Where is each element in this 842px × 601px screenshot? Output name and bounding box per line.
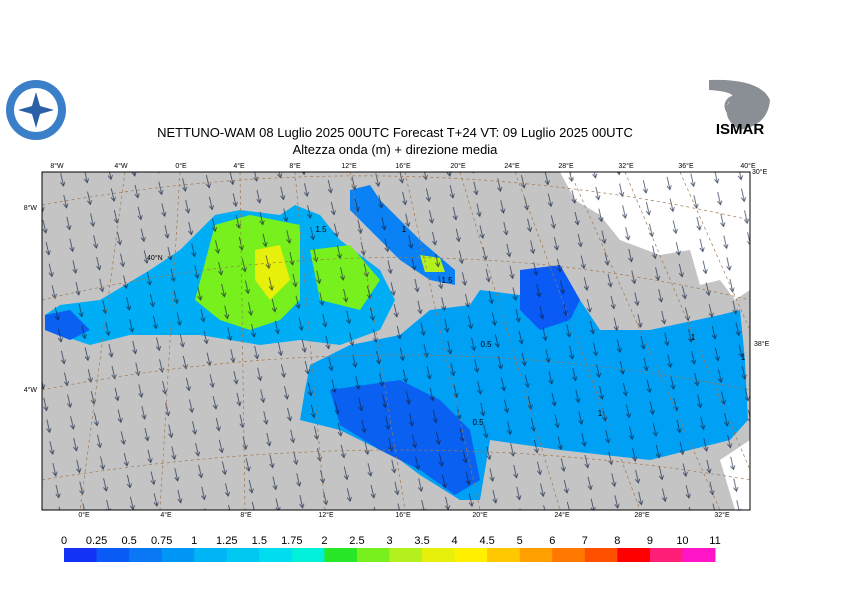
map-subtitle: Altezza onda (m) + direzione media <box>293 142 499 157</box>
lat-label: 40°N <box>147 254 163 262</box>
colorbar-label: 1 <box>191 535 197 547</box>
map-title: NETTUNO-WAM 08 Luglio 2025 00UTC Forecas… <box>157 125 633 140</box>
colorbar: 0 0.25 0.5 0.75 1 1.25 1.5 1.75 2 2.5 3 3.5 4 4.5 5 6 7 8… <box>61 535 721 562</box>
lon-label: 8°E <box>289 162 301 170</box>
colorbar-label: 7 <box>582 535 588 547</box>
right-logo: ISMAR <box>709 78 771 140</box>
colorbar-label: 0.25 <box>86 535 107 547</box>
map-labels: 8°W 4°W 0°E 4°E 8°E 12°E 16°E 20°E 24°E 28°E 32°E 3… <box>24 162 770 519</box>
colorbar-label: 2 <box>321 535 327 547</box>
left-logo <box>6 80 66 140</box>
colorbar-swatch <box>649 548 683 562</box>
contour-label: 0.5 <box>472 418 484 427</box>
colorbar-label: 0 <box>61 535 67 547</box>
lon-label: 8°E <box>240 511 252 519</box>
lon-label: 20°E <box>472 511 488 519</box>
lon-label: 16°E <box>395 162 411 170</box>
colorbar-swatch <box>161 548 195 562</box>
contour-label: 1 <box>741 353 746 362</box>
lon-label: 4°W <box>114 162 128 170</box>
colorbar-label: 1.75 <box>281 535 302 547</box>
colorbar-swatch <box>422 548 456 562</box>
contour-label: 1 <box>598 409 603 418</box>
lon-label: 0°E <box>78 511 90 519</box>
lon-label: 12°E <box>318 511 334 519</box>
contour-label: 1 <box>691 333 696 342</box>
colorbar-label: 4.5 <box>480 535 495 547</box>
colorbar-swatch <box>129 548 163 562</box>
colorbar-label: 8 <box>614 535 620 547</box>
lat-label: 38°E <box>754 340 770 348</box>
colorbar-swatch <box>356 548 390 562</box>
lon-label: 16°E <box>395 511 411 519</box>
colorbar-swatch <box>226 548 260 562</box>
colorbar-label: 10 <box>676 535 688 547</box>
colorbar-label: 0.5 <box>121 535 136 547</box>
colorbar-swatch <box>519 548 553 562</box>
colorbar-label: 1.5 <box>252 535 267 547</box>
logo-text: ISMAR <box>716 121 765 138</box>
lon-label: 4°E <box>160 511 172 519</box>
lat-label: 4°W <box>24 386 38 394</box>
contour-label: 1.5 <box>315 225 327 234</box>
lon-label: 8°W <box>50 162 64 170</box>
lon-label: 28°E <box>634 511 650 519</box>
colorbar-swatch <box>389 548 423 562</box>
colorbar-swatch <box>617 548 651 562</box>
colorbar-swatch <box>552 548 586 562</box>
lon-label: 40°E <box>740 162 756 170</box>
lat-label: 8°W <box>24 204 38 212</box>
colorbar-swatch <box>454 548 488 562</box>
colorbar-label: 9 <box>647 535 653 547</box>
lon-label: 28°E <box>558 162 574 170</box>
lon-label: 32°E <box>714 511 730 519</box>
contour-label: 1.5 <box>441 276 453 285</box>
lon-label: 0°E <box>175 162 187 170</box>
lon-label: 32°E <box>618 162 634 170</box>
colorbar-label: 6 <box>549 535 555 547</box>
lon-label: 20°E <box>450 162 466 170</box>
lon-label: 4°E <box>233 162 245 170</box>
colorbar-label: 3.5 <box>414 535 429 547</box>
colorbar-swatch <box>259 548 293 562</box>
sea <box>42 172 750 510</box>
contour-label: 0.5 <box>480 340 492 349</box>
lon-label: 36°E <box>678 162 694 170</box>
colorbar-swatch <box>487 548 521 562</box>
graticule <box>42 172 750 510</box>
lon-label: 24°E <box>504 162 520 170</box>
colorbar-swatch <box>64 548 98 562</box>
lon-label: 12°E <box>341 162 357 170</box>
contour-label: 1 <box>402 225 407 234</box>
colorbar-swatch <box>324 548 358 562</box>
map-area <box>42 172 750 510</box>
colorbar-label: 0.75 <box>151 535 172 547</box>
map-frame <box>41 171 751 511</box>
lat-label: 30°E <box>752 168 768 176</box>
colorbar-swatch <box>291 548 325 562</box>
colorbar-label: 11 <box>709 535 720 547</box>
colorbar-label: 3 <box>386 535 392 547</box>
colorbar-label: 1.25 <box>216 535 237 547</box>
colorbar-label: 5 <box>517 535 523 547</box>
colorbar-swatch <box>194 548 228 562</box>
colorbar-label: 4 <box>452 535 458 547</box>
colorbar-label: 2.5 <box>349 535 364 547</box>
colorbar-swatch <box>682 548 716 562</box>
colorbar-swatch <box>584 548 618 562</box>
lon-label: 24°E <box>554 511 570 519</box>
colorbar-swatch <box>96 548 130 562</box>
